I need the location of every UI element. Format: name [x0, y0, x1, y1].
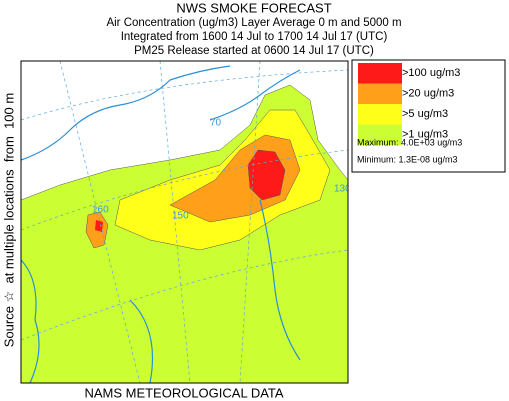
maximum: Maximum: 4.0E+03 ug/m3	[357, 137, 462, 147]
legend-label: >100 ug/m3	[402, 67, 460, 79]
legend-swatch	[358, 63, 402, 84]
legend-label: >5 ug/m3	[402, 108, 448, 120]
minimum: Minimum: 1.3E-08 ug/m3	[357, 154, 458, 164]
subtitle: PM25 Release started at 0600 14 Jul 17 (…	[134, 45, 374, 57]
subtitle: Air Concentration (ug/m3) Layer Average …	[106, 17, 401, 29]
map: 70 160 150 130	[21, 61, 351, 383]
source-label: Source ☆ at multiple locations from 100 …	[1, 93, 16, 347]
legend-label: >1 ug/m3	[402, 128, 448, 140]
map-frame	[20, 60, 349, 384]
legend: >100 ug/m3 >20 ug/m3 >5 ug/m3 >1 ug/m3	[358, 63, 460, 145]
subtitle: Integrated from 1600 14 Jul to 1700 14 J…	[121, 31, 388, 43]
footer: NAMS METEOROLOGICAL DATA	[84, 385, 283, 400]
grid-label: 160	[92, 205, 109, 216]
grid-label: 150	[172, 211, 189, 222]
legend-swatch	[358, 124, 402, 145]
title: NWS SMOKE FORECAST	[176, 0, 331, 15]
grid-label: 70	[210, 118, 222, 129]
legend-swatch	[358, 104, 402, 125]
legend-swatch	[358, 83, 402, 104]
legend-label: >20 ug/m3	[402, 87, 454, 99]
plume-100	[247, 149, 286, 201]
grid-label: 130	[334, 184, 351, 195]
plume-100b	[95, 220, 103, 232]
